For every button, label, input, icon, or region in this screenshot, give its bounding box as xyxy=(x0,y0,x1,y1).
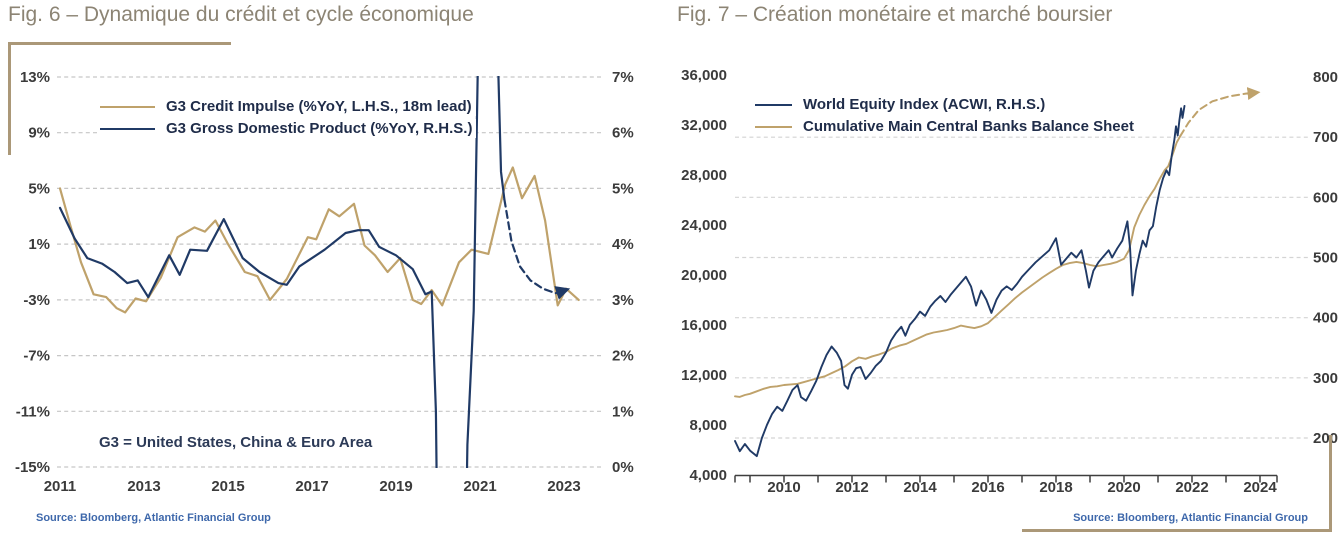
legend-row-credit-impulse: G3 Credit Impulse (%YoY, L.H.S., 18m lea… xyxy=(100,97,477,116)
legend-line-gdp-icon xyxy=(100,127,155,130)
gridlines xyxy=(735,136,1310,439)
legend-line-balance-sheet-icon xyxy=(755,125,792,128)
svg-text:5%: 5% xyxy=(612,180,634,197)
svg-text:200: 200 xyxy=(1313,430,1338,447)
svg-text:2018: 2018 xyxy=(1039,479,1072,496)
svg-text:36,000: 36,000 xyxy=(681,67,727,84)
series-world-equity-index xyxy=(734,104,1186,458)
legend-row-world-equity: World Equity Index (ACWI, R.H.S.) xyxy=(755,95,1138,114)
svg-text:2023: 2023 xyxy=(547,478,580,495)
svg-text:16,000: 16,000 xyxy=(681,317,727,334)
svg-text:6%: 6% xyxy=(612,125,634,142)
svg-text:2024: 2024 xyxy=(1243,479,1277,496)
x-axis-line xyxy=(734,474,1278,483)
svg-text:2015: 2015 xyxy=(211,478,244,495)
left-axis-labels: 36,000 32,000 28,000 24,000 20,000 16,000 12,0… xyxy=(681,67,727,484)
figure-credit-cycle: 13% 9% 5% 1% -3% -7% -11% -15% 7% 6% 5% 4% 3% 2% 1% 0% 2… xyxy=(8,3,634,524)
legend-row-gdp: G3 Gross Domestic Product (%YoY, R.H.S.) xyxy=(100,119,477,138)
legend-line-world-equity-icon xyxy=(755,103,792,106)
svg-text:-7%: -7% xyxy=(23,348,50,365)
x-axis-labels: 2011 2013 2015 2017 2019 2021 2023 xyxy=(44,478,581,495)
right-axis-labels: 800 700 600 500 400 300 200 xyxy=(1313,69,1338,447)
figure7-title: Fig. 7 – Création monétaire et marché bo… xyxy=(677,3,1113,26)
svg-text:-3%: -3% xyxy=(23,292,50,309)
svg-text:7%: 7% xyxy=(612,69,634,86)
svg-text:2022: 2022 xyxy=(1175,479,1208,496)
svg-text:2016: 2016 xyxy=(971,479,1004,496)
svg-text:28,000: 28,000 xyxy=(681,167,727,184)
corner-bracket xyxy=(1022,435,1332,532)
legend-label-credit-impulse: G3 Credit Impulse (%YoY, L.H.S., 18m lea… xyxy=(166,98,472,115)
svg-text:3%: 3% xyxy=(612,292,634,309)
svg-text:400: 400 xyxy=(1313,310,1338,327)
svg-text:13%: 13% xyxy=(20,69,50,86)
svg-text:700: 700 xyxy=(1313,129,1338,146)
svg-text:2%: 2% xyxy=(612,348,634,365)
svg-text:4%: 4% xyxy=(612,236,634,253)
svg-text:800: 800 xyxy=(1313,69,1338,86)
series-g3-gdp xyxy=(58,76,506,468)
corner-bracket xyxy=(8,42,231,155)
figure-money-markets: 36,000 32,000 28,000 24,000 20,000 16,000 12,0… xyxy=(669,0,1338,549)
legend-label-world-equity: World Equity Index (ACWI, R.H.S.) xyxy=(803,96,1046,113)
svg-text:5%: 5% xyxy=(28,180,50,197)
right-axis-labels: 7% 6% 5% 4% 3% 2% 1% 0% xyxy=(612,69,634,476)
legend-label-balance-sheet: Cumulative Main Central Banks Balance Sh… xyxy=(803,118,1134,135)
figure6-chart: 13% 9% 5% 1% -3% -7% -11% -15% 7% 6% 5% 4% 3% 2% 1% 0% 2… xyxy=(8,42,634,495)
svg-text:500: 500 xyxy=(1313,250,1338,267)
figure7-source: Source: Bloomberg, Atlantic Financial Gr… xyxy=(1073,512,1308,524)
svg-text:9%: 9% xyxy=(28,125,50,142)
figure7-chart: 36,000 32,000 28,000 24,000 20,000 16,000 12,0… xyxy=(681,67,1338,532)
svg-text:4,000: 4,000 xyxy=(689,467,727,484)
series-central-banks-balance-sheet xyxy=(734,135,1182,398)
figure6-legend: G3 Credit Impulse (%YoY, L.H.S., 18m lea… xyxy=(100,97,477,138)
series-g3-credit-impulse xyxy=(58,166,580,314)
svg-text:2019: 2019 xyxy=(379,478,412,495)
figure6-source: Source: Bloomberg, Atlantic Financial Gr… xyxy=(36,512,271,524)
svg-text:2012: 2012 xyxy=(835,479,868,496)
svg-text:-11%: -11% xyxy=(16,403,50,420)
figure7-legend: World Equity Index (ACWI, R.H.S.) Cumula… xyxy=(755,95,1138,136)
svg-text:300: 300 xyxy=(1313,370,1338,387)
figure6-title: Fig. 6 – Dynamique du crédit et cycle éc… xyxy=(8,3,474,26)
series-balance-sheet-projection-arrow xyxy=(1179,87,1261,138)
svg-text:-15%: -15% xyxy=(15,459,50,476)
svg-text:0%: 0% xyxy=(612,459,634,476)
svg-text:32,000: 32,000 xyxy=(681,117,727,134)
svg-text:2014: 2014 xyxy=(903,479,937,496)
svg-text:1%: 1% xyxy=(612,403,634,420)
left-axis-labels: 13% 9% 5% 1% -3% -7% -11% -15% xyxy=(15,69,50,476)
svg-text:12,000: 12,000 xyxy=(681,367,727,384)
x-axis-labels: 2010 2012 2014 2016 2018 2020 2022 2024 xyxy=(767,479,1277,496)
svg-text:2013: 2013 xyxy=(127,478,160,495)
svg-text:2017: 2017 xyxy=(295,478,328,495)
svg-text:2010: 2010 xyxy=(767,479,800,496)
svg-text:2021: 2021 xyxy=(463,478,496,495)
legend-label-gdp: G3 Gross Domestic Product (%YoY, R.H.S.) xyxy=(166,120,473,137)
legend-line-credit-impulse-icon xyxy=(100,105,155,108)
series-gdp-projection-arrow xyxy=(503,198,571,300)
svg-text:20,000: 20,000 xyxy=(681,267,727,284)
figure6-note: G3 = United States, China & Euro Area xyxy=(99,434,373,451)
svg-text:600: 600 xyxy=(1313,189,1338,206)
svg-text:2020: 2020 xyxy=(1107,479,1140,496)
svg-text:2011: 2011 xyxy=(44,478,77,495)
svg-text:1%: 1% xyxy=(28,236,50,253)
legend-row-balance-sheet: Cumulative Main Central Banks Balance Sh… xyxy=(755,117,1138,136)
svg-text:8,000: 8,000 xyxy=(689,417,727,434)
svg-text:24,000: 24,000 xyxy=(681,217,727,234)
